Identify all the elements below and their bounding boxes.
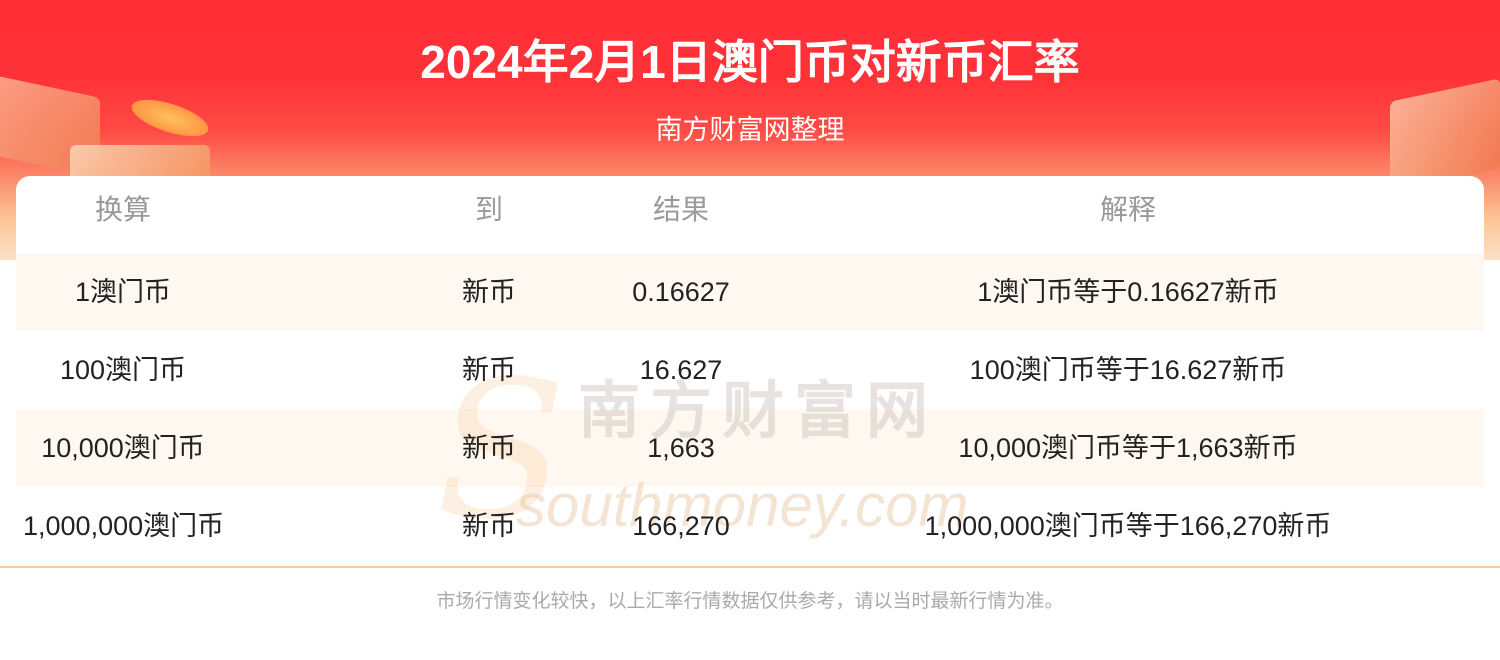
- rate-table: 换算 到 结果 解释 1澳门币 新币 0.16627 1澳门币等于0.16627…: [16, 176, 1484, 566]
- result-cell: 16.627: [639, 355, 723, 385]
- table-row: 1澳门币 新币 0.16627 1澳门币等于0.16627新币: [16, 253, 1484, 331]
- page-title: 2024年2月1日澳门币对新币汇率: [420, 36, 1080, 88]
- amount-cell: 1,000,000澳门币: [23, 511, 225, 541]
- target-currency-cell: 新币: [462, 355, 516, 385]
- result-cell: 0.16627: [632, 277, 730, 307]
- explanation-cell: 10,000澳门币等于1,663新币: [958, 433, 1298, 463]
- result-cell: 1,663: [647, 433, 715, 463]
- explanation-cell: 1澳门币等于0.16627新币: [977, 277, 1279, 307]
- target-currency-cell: 新币: [462, 277, 516, 307]
- target-currency-cell: 新币: [462, 433, 516, 463]
- divider: [0, 566, 1500, 568]
- target-currency-cell: 新币: [462, 511, 516, 541]
- table-row: 1,000,000澳门币 新币 166,270 1,000,000澳门币等于16…: [16, 487, 1484, 565]
- table-row: 100澳门币 新币 16.627 100澳门币等于16.627新币: [16, 331, 1484, 409]
- page-subtitle: 南方财富网整理: [655, 115, 845, 145]
- amount-cell: 10,000澳门币: [41, 433, 205, 463]
- column-header: 结果: [652, 194, 709, 225]
- column-header: 到: [474, 194, 503, 225]
- disclaimer-note: 市场行情变化较快，以上汇率行情数据仅供参考，请以当时最新行情为准。: [436, 591, 1064, 612]
- result-cell: 166,270: [632, 511, 730, 541]
- amount-cell: 1澳门币: [74, 277, 172, 307]
- explanation-cell: 100澳门币等于16.627新币: [969, 355, 1287, 385]
- table-row: 10,000澳门币 新币 1,663 10,000澳门币等于1,663新币: [16, 409, 1484, 487]
- amount-cell: 100澳门币: [59, 355, 187, 385]
- table-header: 换算 到 结果 解释: [16, 176, 1484, 254]
- column-header: 换算: [94, 194, 151, 225]
- column-header: 解释: [1099, 194, 1156, 225]
- explanation-cell: 1,000,000澳门币等于166,270新币: [924, 511, 1332, 541]
